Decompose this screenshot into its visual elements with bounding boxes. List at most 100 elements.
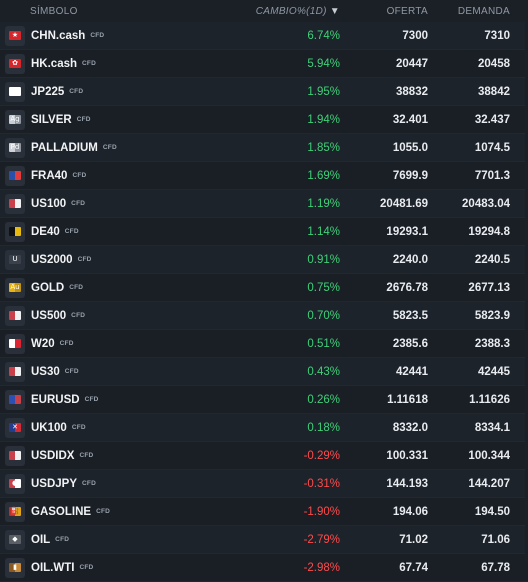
bid-cell[interactable]: 2676.78 — [386, 281, 428, 294]
uk-flag-icon: ✕ — [5, 417, 25, 438]
symbol-cell: ★ CHN.cash CFD — [0, 25, 200, 46]
change-cell: -0.29% — [303, 449, 340, 462]
ask-cell[interactable]: 20483.04 — [462, 197, 510, 210]
table-row[interactable]: Pd PALLADIUM CFD 1.85% 1055.0 1074.5 — [0, 134, 528, 162]
symbol-name[interactable]: OIL — [31, 533, 51, 546]
table-row[interactable]: ★ CHN.cash CFD 6.74% 7300 7310 — [0, 22, 528, 50]
table-row[interactable]: US500 CFD 0.70% 5823.5 5823.9 — [0, 302, 528, 330]
change-cell: 5.94% — [307, 57, 340, 70]
table-row[interactable]: ✕ UK100 CFD 0.18% 8332.0 8334.1 — [0, 414, 528, 442]
table-row[interactable]: US100 CFD 1.19% 20481.69 20483.04 — [0, 190, 528, 218]
ask-cell[interactable]: 2388.3 — [474, 337, 510, 350]
ask-cell[interactable]: 7310 — [484, 29, 510, 42]
gasoline-icon: ⛽ — [5, 501, 25, 522]
bid-column-header[interactable]: OFERTA — [386, 5, 428, 17]
symbol-cell: EURUSD CFD — [0, 389, 200, 410]
bid-cell[interactable]: 19293.1 — [386, 225, 428, 238]
flag-graphic — [9, 395, 21, 404]
change-column-header[interactable]: CAMBIO%(1D) ▼ — [200, 6, 340, 17]
ask-cell[interactable]: 67.78 — [481, 561, 510, 574]
scrollbar[interactable] — [525, 22, 528, 563]
flag-graphic: ● — [9, 87, 21, 96]
table-row[interactable]: Ag SILVER CFD 1.94% 32.401 32.437 — [0, 106, 528, 134]
symbol-name[interactable]: SILVER — [31, 113, 72, 126]
sort-desc-icon[interactable]: ▼ — [329, 5, 340, 17]
symbol-name[interactable]: CHN.cash — [31, 29, 86, 42]
ask-cell[interactable]: 20458 — [478, 57, 510, 70]
table-row[interactable]: ● USDJPY CFD -0.31% 144.193 144.207 — [0, 470, 528, 498]
bid-cell[interactable]: 42441 — [396, 365, 428, 378]
ask-cell[interactable]: 42445 — [478, 365, 510, 378]
symbol-name[interactable]: UK100 — [31, 421, 67, 434]
symbol-name[interactable]: OIL.WTI — [31, 561, 75, 574]
bid-cell[interactable]: 2385.6 — [392, 337, 428, 350]
bid-cell[interactable]: 144.193 — [386, 477, 428, 490]
table-row[interactable]: ✿ HK.cash CFD 5.94% 20447 20458 — [0, 50, 528, 78]
symbol-name[interactable]: JP225 — [31, 85, 65, 98]
table-row[interactable]: EURUSD CFD 0.26% 1.11618 1.11626 — [0, 386, 528, 414]
symbol-column-header[interactable]: SÍMBOLO — [30, 5, 78, 17]
ask-cell[interactable]: 100.344 — [468, 449, 510, 462]
symbol-name[interactable]: US500 — [31, 309, 67, 322]
ask-cell[interactable]: 5823.9 — [474, 309, 510, 322]
table-row[interactable]: ● JP225 CFD 1.95% 38832 38842 — [0, 78, 528, 106]
ask-cell[interactable]: 71.06 — [481, 533, 510, 546]
table-row[interactable]: US30 CFD 0.43% 42441 42445 — [0, 358, 528, 386]
table-row[interactable]: USDIDX CFD -0.29% 100.331 100.344 — [0, 442, 528, 470]
bid-cell[interactable]: 20481.69 — [380, 197, 428, 210]
table-row[interactable]: ▮ OIL.WTI CFD -2.98% 67.74 67.78 — [0, 554, 528, 582]
table-row[interactable]: U US2000 CFD 0.91% 2240.0 2240.5 — [0, 246, 528, 274]
ask-cell[interactable]: 19294.8 — [468, 225, 510, 238]
usa-flag-icon — [5, 305, 25, 326]
symbol-cell: US100 CFD — [0, 193, 200, 214]
bid-cell[interactable]: 5823.5 — [392, 309, 428, 322]
table-row[interactable]: FRA40 CFD 1.69% 7699.9 7701.3 — [0, 162, 528, 190]
bid-cell[interactable]: 67.74 — [399, 561, 428, 574]
table-row[interactable]: Au GOLD CFD 0.75% 2676.78 2677.13 — [0, 274, 528, 302]
table-row[interactable]: ◆ OIL CFD -2.79% 71.02 71.06 — [0, 526, 528, 554]
ask-cell[interactable]: 8334.1 — [474, 421, 510, 434]
symbol-name[interactable]: W20 — [31, 337, 55, 350]
bid-cell[interactable]: 1055.0 — [392, 141, 428, 154]
symbol-name[interactable]: GASOLINE — [31, 505, 92, 518]
symbol-name[interactable]: PALLADIUM — [31, 141, 98, 154]
bid-cell[interactable]: 1.11618 — [387, 393, 428, 406]
table-row[interactable]: DE40 CFD 1.14% 19293.1 19294.8 — [0, 218, 528, 246]
ask-cell[interactable]: 2240.5 — [474, 253, 510, 266]
ask-cell[interactable]: 194.50 — [474, 505, 510, 518]
symbol-name[interactable]: USDIDX — [31, 449, 75, 462]
symbol-name[interactable]: EURUSD — [31, 393, 80, 406]
bid-cell[interactable]: 71.02 — [399, 533, 428, 546]
table-row[interactable]: W20 CFD 0.51% 2385.6 2388.3 — [0, 330, 528, 358]
ask-cell[interactable]: 7701.3 — [474, 169, 510, 182]
symbol-name[interactable]: USDJPY — [31, 477, 78, 490]
bid-cell[interactable]: 2240.0 — [392, 253, 428, 266]
ask-cell[interactable]: 1.11626 — [469, 393, 510, 406]
symbol-name[interactable]: US2000 — [31, 253, 73, 266]
bid-cell[interactable]: 7699.9 — [392, 169, 428, 182]
bid-cell[interactable]: 7300 — [402, 29, 428, 42]
symbol-name[interactable]: US100 — [31, 197, 67, 210]
symbol-name[interactable]: DE40 — [31, 225, 60, 238]
bid-cell[interactable]: 194.06 — [392, 505, 428, 518]
symbol-name[interactable]: GOLD — [31, 281, 65, 294]
symbol-name[interactable]: HK.cash — [31, 57, 78, 70]
ask-column-header[interactable]: DEMANDA — [457, 5, 510, 17]
symbol-cell: ✕ UK100 CFD — [0, 417, 200, 438]
bid-cell[interactable]: 32.401 — [392, 113, 428, 126]
ask-cell[interactable]: 1074.5 — [474, 141, 510, 154]
ask-cell[interactable]: 144.207 — [468, 477, 510, 490]
symbol-name[interactable]: FRA40 — [31, 169, 68, 182]
symbol-cell: DE40 CFD — [0, 221, 200, 242]
bid-cell[interactable]: 38832 — [396, 85, 428, 98]
ask-cell[interactable]: 2677.13 — [468, 281, 510, 294]
usa-flag-icon — [5, 361, 25, 382]
symbol-name[interactable]: US30 — [31, 365, 60, 378]
bid-cell[interactable]: 8332.0 — [392, 421, 428, 434]
hong-kong-flag-icon: ✿ — [5, 53, 25, 74]
bid-cell[interactable]: 100.331 — [386, 449, 428, 462]
ask-cell[interactable]: 32.437 — [474, 113, 510, 126]
table-row[interactable]: ⛽ GASOLINE CFD -1.90% 194.06 194.50 — [0, 498, 528, 526]
ask-cell[interactable]: 38842 — [478, 85, 510, 98]
bid-cell[interactable]: 20447 — [396, 57, 428, 70]
